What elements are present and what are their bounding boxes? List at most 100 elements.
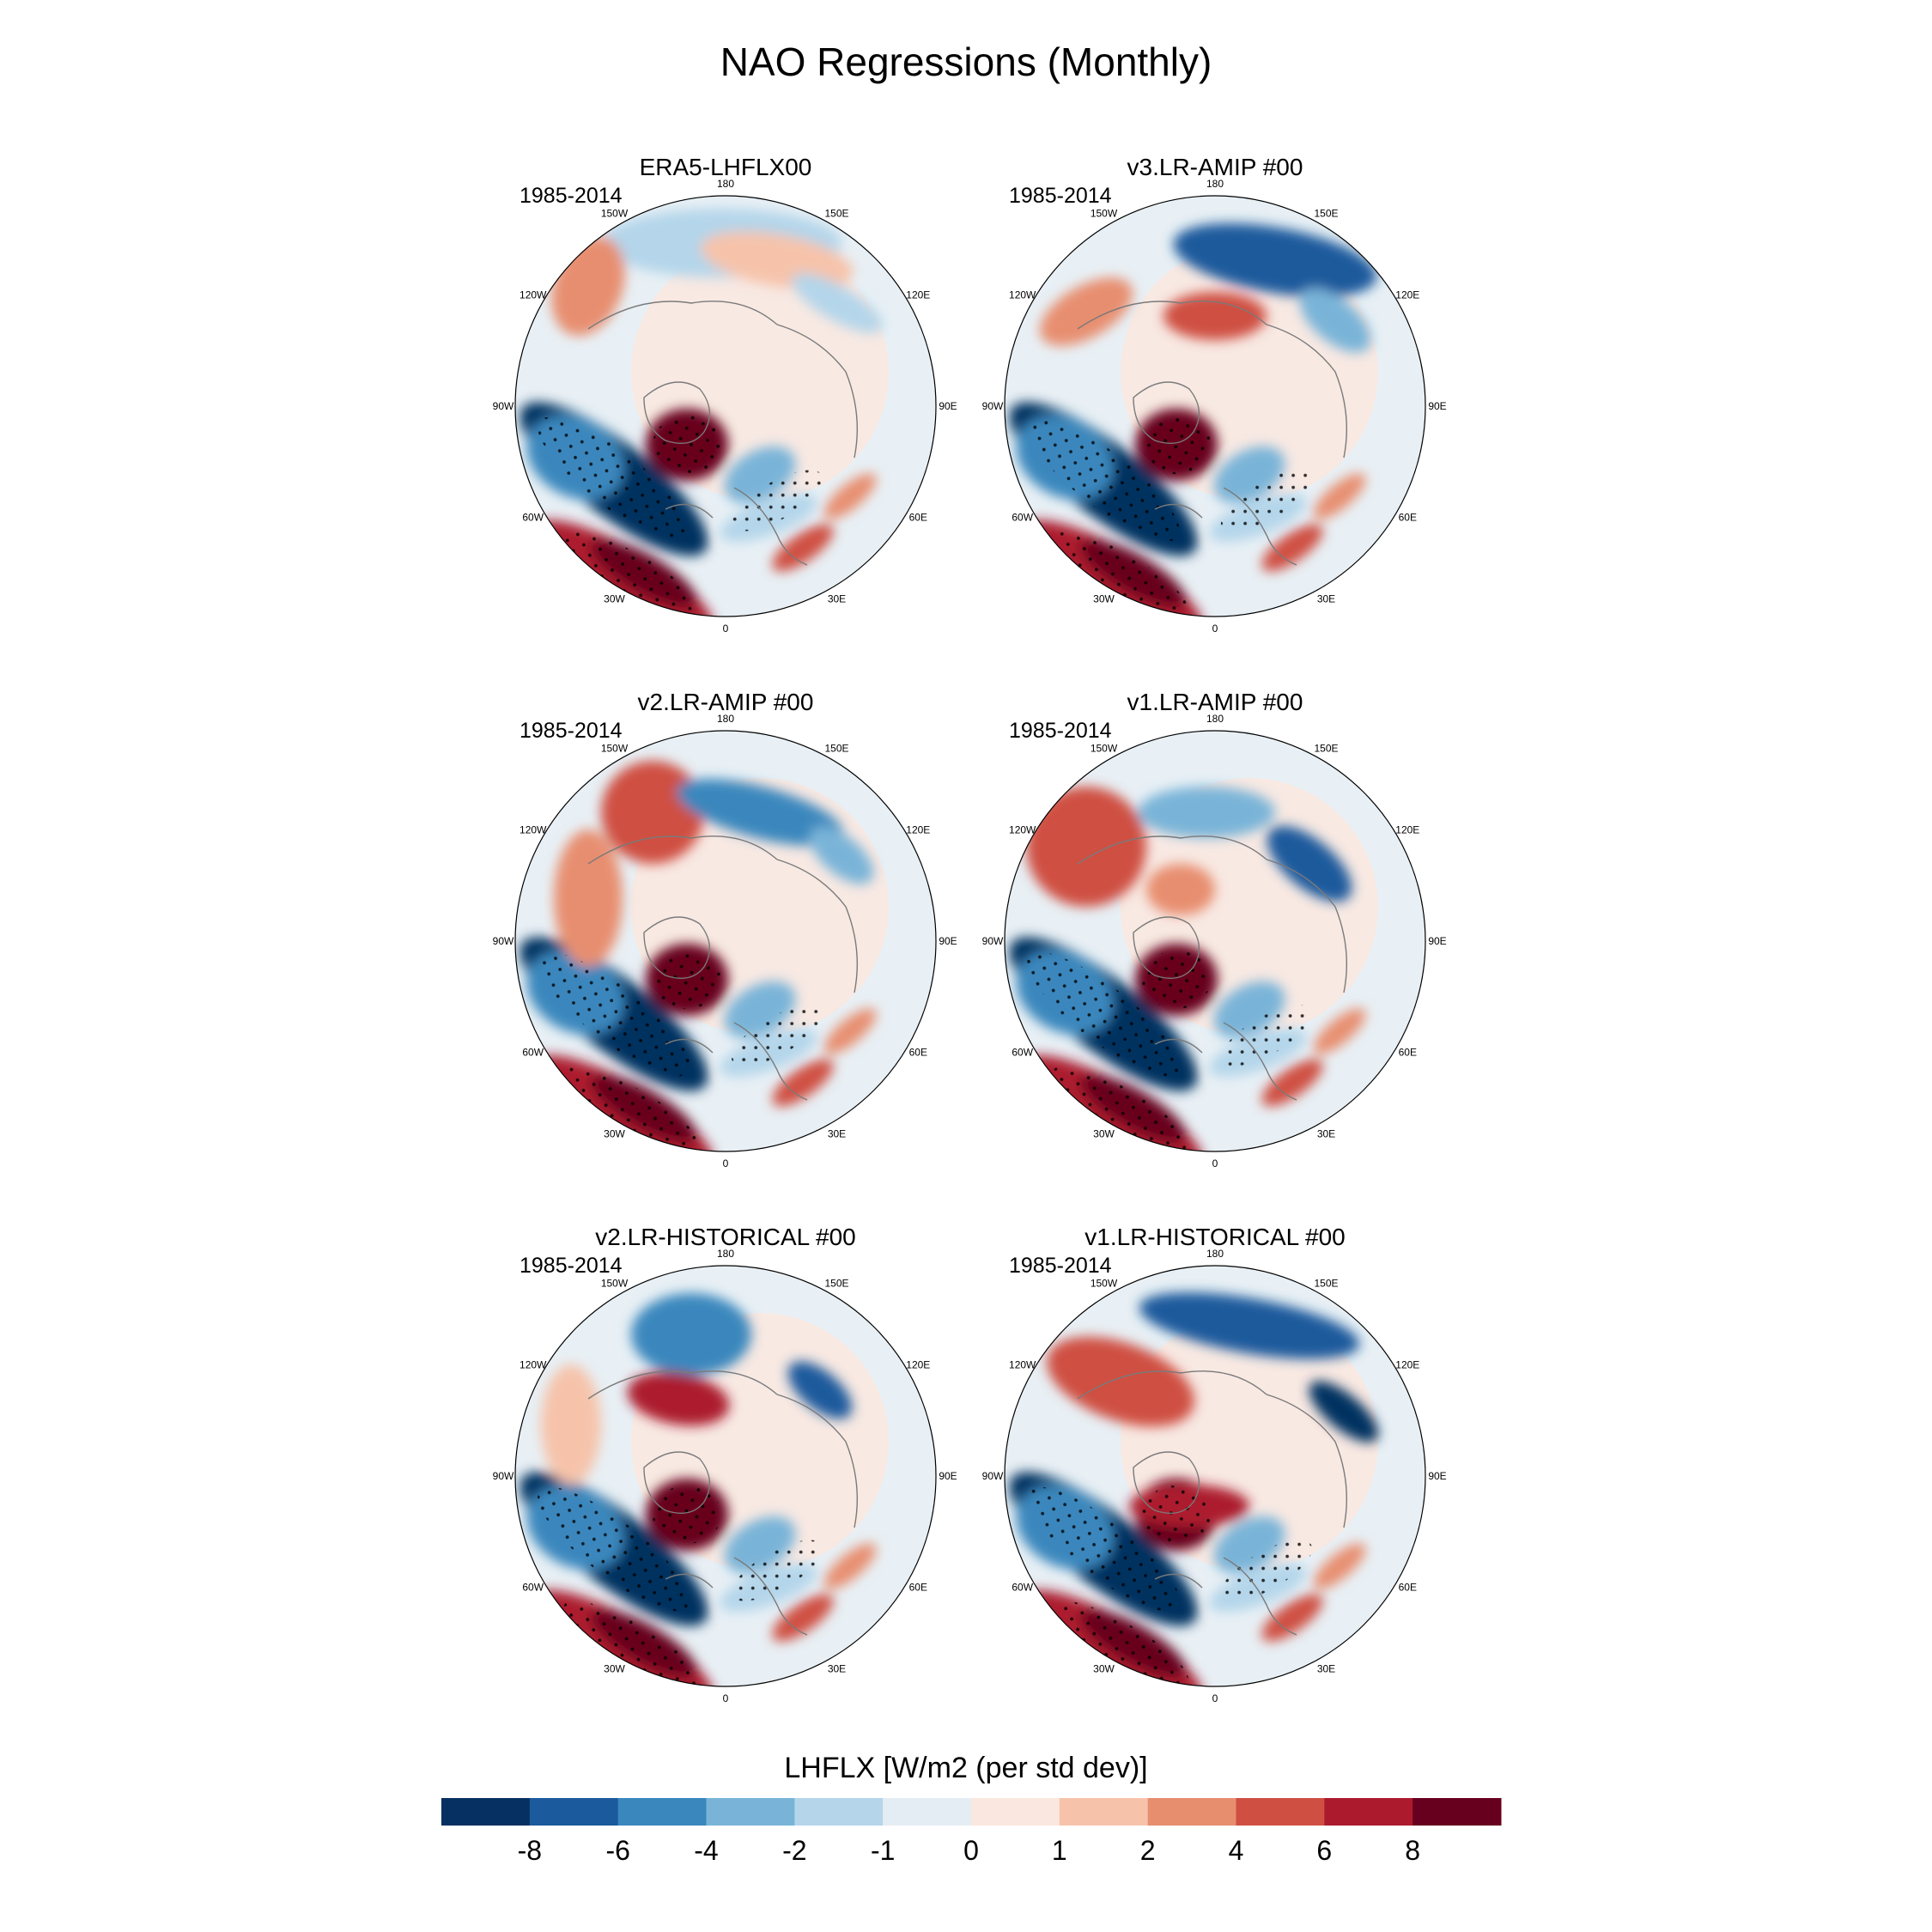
longitude-label: 150E — [824, 1278, 848, 1290]
contour-region — [1138, 787, 1275, 838]
longitude-label: 120E — [906, 1359, 930, 1371]
longitude-label: 90W — [493, 935, 514, 947]
longitude-label: 90W — [982, 1470, 1004, 1482]
contour-region — [1139, 1292, 1360, 1359]
contour-region — [1163, 292, 1267, 340]
longitude-label: 150E — [824, 743, 848, 755]
longitude-label: 0 — [1212, 623, 1218, 635]
colorbar-tick-label: -2 — [782, 1835, 806, 1866]
longitude-label: 150W — [601, 743, 629, 755]
longitude-label: 150W — [1091, 743, 1118, 755]
coastlines — [587, 301, 859, 566]
contour-region — [809, 826, 874, 884]
colorbar-tick-label: -8 — [518, 1835, 542, 1866]
longitude-label: 120W — [519, 1359, 547, 1371]
longitude-label: 90E — [939, 935, 957, 947]
map-outline — [1004, 1265, 1426, 1687]
coastlines — [1077, 1370, 1348, 1636]
longitude-labels: 180 150E 120E 90E 60E 30E 0 30W 60W 90W 120W 150W — [493, 1248, 957, 1704]
contour-region — [1261, 1059, 1323, 1107]
coastlines — [1077, 301, 1348, 566]
colorbar-boxes — [441, 1798, 1502, 1826]
longitude-label: 30E — [1317, 592, 1335, 605]
contour-region — [627, 1371, 730, 1426]
longitude-label: 30E — [828, 592, 846, 605]
longitude-labels: 180 150E 120E 90E 60E 30E 0 30W 60W 90W 120W 150W — [982, 178, 1447, 635]
colorbar-tick-label: 2 — [1140, 1835, 1156, 1866]
colorbar-box — [441, 1798, 531, 1826]
panel-title: v1.LR-AMIP #00 — [1127, 689, 1303, 715]
map-outline — [1004, 195, 1426, 617]
longitude-label: 0 — [723, 1692, 729, 1704]
longitude-label: 150E — [1314, 1278, 1338, 1290]
colorbar-tick-label: 1 — [1052, 1835, 1067, 1866]
contour-region — [787, 1361, 853, 1419]
contour-region — [772, 1594, 834, 1642]
longitude-label: 90E — [1428, 1470, 1446, 1482]
longitude-label: 150E — [1314, 208, 1338, 220]
longitude-label: 180 — [1206, 713, 1224, 725]
longitude-label: 90E — [1428, 400, 1446, 412]
longitude-label: 30E — [1317, 1127, 1335, 1139]
colorbar-tick-label: 4 — [1229, 1835, 1244, 1866]
map-disk — [515, 731, 936, 1151]
longitude-label: 60E — [1399, 1047, 1417, 1059]
contour-region — [1026, 787, 1146, 907]
longitude-label: 120W — [519, 289, 547, 301]
longitude-label: 90E — [1428, 935, 1446, 947]
colorbar: LHFLX [W/m2 (per std dev)] -8 -6 -4 -2 -1 0 1 2… — [441, 1752, 1502, 1866]
contour-region — [1261, 1594, 1323, 1642]
contour-region — [1267, 825, 1352, 902]
panel-title: v1.LR-HISTORICAL #00 — [1084, 1224, 1345, 1250]
map-panel: 180 150E 120E 90E 60E 30E 0 30W 60W 90W 120W 150W ER… — [493, 154, 957, 635]
contour-region — [701, 231, 854, 289]
contour-region — [1299, 288, 1371, 353]
longitude-label: 120W — [519, 824, 547, 836]
longitude-label: 30W — [604, 1127, 625, 1139]
colorbar-box — [706, 1798, 795, 1826]
significance-stippling — [1027, 951, 1313, 1151]
longitude-label: 30W — [1093, 1662, 1115, 1674]
map-disk — [1005, 731, 1425, 1151]
longitude-label: 90W — [493, 1470, 514, 1482]
map-panel: 180 150E 120E 90E 60E 30E 0 30W 60W 90W 120W 150W v3… — [982, 154, 1447, 635]
longitude-labels: 180 150E 120E 90E 60E 30E 0 30W 60W 90W 120W 150W — [493, 713, 957, 1170]
longitude-label: 180 — [717, 1248, 734, 1260]
map-panel: 180 150E 120E 90E 60E 30E 0 30W 60W 90W 120W 150W v2… — [493, 1224, 957, 1704]
panel-period: 1985-2014 — [1009, 184, 1112, 208]
longitude-label: 120E — [1395, 1359, 1419, 1371]
longitude-label: 60E — [909, 512, 927, 524]
longitude-label: 90W — [982, 935, 1004, 947]
panel-title: v2.LR-HISTORICAL #00 — [595, 1224, 855, 1250]
longitude-label: 90W — [493, 400, 514, 412]
longitude-labels: 180 150E 120E 90E 60E 30E 0 30W 60W 90W 120W 150W — [982, 713, 1447, 1170]
colorbar-tick-label: -4 — [694, 1835, 718, 1866]
colorbar-tick-label: 0 — [963, 1835, 979, 1866]
longitude-label: 30W — [604, 1662, 625, 1674]
longitude-label: 30W — [1093, 592, 1115, 605]
longitude-label: 180 — [1206, 178, 1224, 190]
colorbar-box — [529, 1798, 619, 1826]
coastlines — [587, 835, 859, 1101]
colorbar-box — [883, 1798, 972, 1826]
contour-region — [1313, 1008, 1366, 1054]
map-disk — [515, 196, 936, 617]
contour-region — [823, 1008, 877, 1054]
significance-stippling — [538, 416, 823, 617]
longitude-label: 120E — [906, 289, 930, 301]
longitude-label: 120W — [1009, 824, 1036, 836]
panel-period: 1985-2014 — [519, 719, 623, 743]
significance-stippling — [538, 951, 823, 1151]
map-disk — [1005, 1266, 1425, 1686]
longitude-label: 0 — [1212, 1692, 1218, 1704]
contour-region — [554, 829, 623, 967]
longitude-label: 60E — [1399, 1582, 1417, 1594]
contour-region — [772, 1059, 834, 1107]
contour-region — [823, 1543, 877, 1589]
map-outline — [1004, 730, 1426, 1152]
colorbar-box — [971, 1798, 1060, 1826]
longitude-label: 90E — [939, 400, 957, 412]
longitude-label: 150W — [1091, 1278, 1118, 1290]
coastlines — [587, 1370, 859, 1636]
